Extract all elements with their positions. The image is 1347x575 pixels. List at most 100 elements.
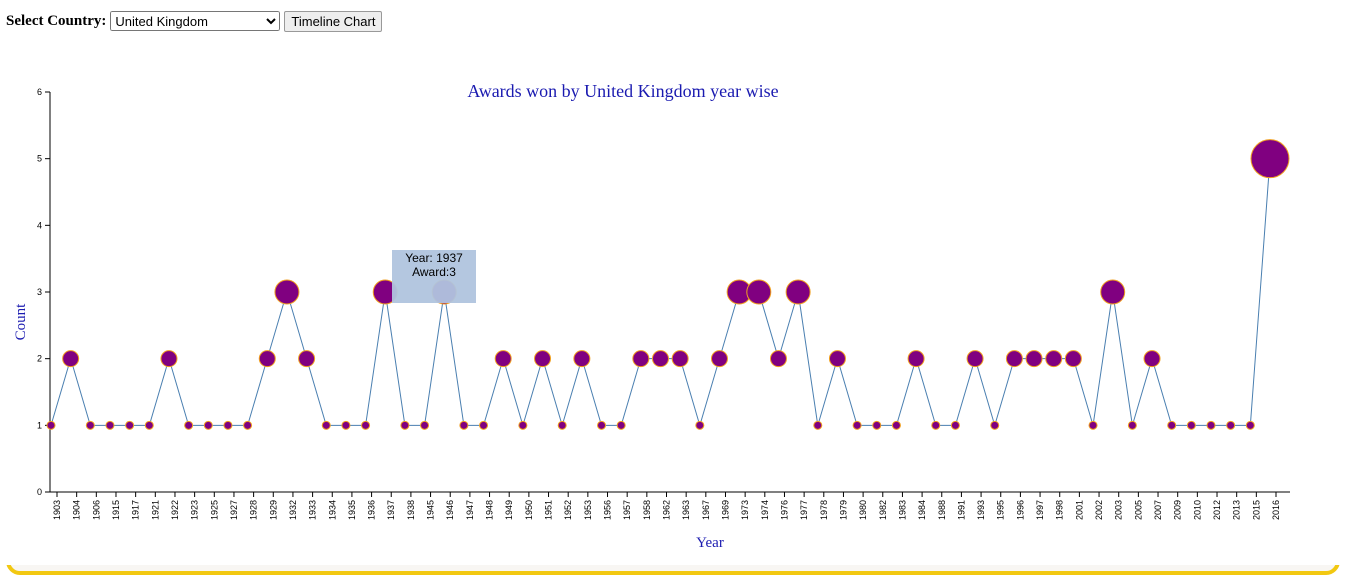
y-axis-title: Count	[13, 303, 29, 341]
point	[518, 420, 528, 430]
x-tick-label: 1969	[720, 500, 730, 520]
point	[597, 420, 607, 430]
point	[872, 420, 882, 430]
x-tick-label: 1935	[347, 500, 357, 520]
point	[891, 420, 901, 430]
x-tick-label: 1977	[799, 500, 809, 520]
country-select[interactable]: United Kingdom	[110, 11, 281, 31]
x-tick-label: 1949	[504, 500, 514, 520]
y-tick-label: 4	[37, 220, 42, 230]
x-tick-label: 1928	[249, 500, 259, 520]
x-tick-label: 2002	[1094, 500, 1104, 520]
x-tick-label: 1953	[583, 500, 593, 520]
x-tick-label: 1993	[976, 500, 986, 520]
x-tick-label: 1980	[858, 500, 868, 520]
x-tick-label: 1921	[150, 500, 160, 520]
x-tick-label: 1976	[779, 500, 789, 520]
point	[1127, 420, 1137, 430]
point	[950, 420, 960, 430]
x-tick-label: 1932	[288, 500, 298, 520]
tooltip-award: Award:3	[412, 265, 456, 279]
controls: Select Country: United Kingdom Timeline …	[6, 10, 383, 32]
x-tick-label: 2015	[1251, 500, 1261, 520]
point	[494, 350, 512, 368]
point	[990, 420, 1000, 430]
point	[746, 279, 772, 305]
point	[144, 420, 154, 430]
y-tick-label: 1	[37, 420, 42, 430]
x-tick-label: 1988	[937, 500, 947, 520]
point	[1064, 350, 1082, 368]
x-tick-label: 2005	[1133, 500, 1143, 520]
x-tick-label: 1938	[406, 500, 416, 520]
point	[85, 420, 95, 430]
country-label: Select Country:	[6, 12, 107, 29]
point	[534, 350, 552, 368]
x-tick-label: 1998	[1055, 500, 1065, 520]
point	[785, 279, 811, 305]
y-tick-label: 5	[37, 154, 42, 164]
point	[160, 350, 178, 368]
tooltip-box	[392, 250, 476, 303]
x-tick-label: 1962	[662, 500, 672, 520]
x-tick-label: 1995	[996, 500, 1006, 520]
point	[62, 350, 80, 368]
y-tick-label: 3	[37, 287, 42, 297]
x-tick-label: 1963	[681, 500, 691, 520]
x-tick-label: 1917	[131, 500, 141, 520]
x-tick-label: 1937	[386, 500, 396, 520]
point	[361, 420, 371, 430]
point	[298, 350, 316, 368]
x-tick-label: 1973	[740, 500, 750, 520]
x-tick-label: 1934	[327, 500, 337, 520]
x-tick-label: 1979	[838, 500, 848, 520]
point	[931, 420, 941, 430]
point	[966, 350, 984, 368]
x-tick-label: 1933	[308, 500, 318, 520]
x-tick-label: 1929	[268, 500, 278, 520]
point	[184, 420, 194, 430]
point	[710, 350, 728, 368]
chart-title: Awards won by United Kingdom year wise	[467, 81, 778, 101]
x-tick-label: 1948	[485, 500, 495, 520]
x-tick-label: 2009	[1173, 500, 1183, 520]
x-tick-label: 1978	[819, 500, 829, 520]
x-tick-label: 1936	[367, 500, 377, 520]
point	[125, 420, 135, 430]
point	[652, 350, 669, 368]
x-tick-label: 1952	[563, 500, 573, 520]
point	[1025, 350, 1043, 368]
point	[341, 420, 351, 430]
timeline-button[interactable]: Timeline Chart	[284, 10, 383, 32]
x-tick-label: 1927	[229, 500, 239, 520]
point	[459, 420, 469, 430]
point	[105, 420, 115, 430]
x-tick-label: 1915	[111, 500, 121, 520]
point	[1005, 350, 1023, 368]
y-tick-label: 6	[37, 87, 42, 97]
point	[1100, 279, 1126, 305]
x-tick-label: 2010	[1192, 500, 1202, 520]
x-tick-label: 1956	[603, 500, 613, 520]
x-tick-label: 2007	[1153, 500, 1163, 520]
x-tick-label: 1906	[91, 500, 101, 520]
point	[1167, 420, 1177, 430]
tooltip-year: Year: 1937	[405, 251, 463, 265]
x-tick-label: 1996	[1015, 500, 1025, 520]
point	[46, 420, 56, 430]
x-tick-label: 2016	[1271, 500, 1281, 520]
x-tick-label: 1967	[701, 500, 711, 520]
x-tick-label: 2001	[1074, 500, 1084, 520]
point	[671, 350, 689, 368]
x-tick-label: 1982	[878, 500, 888, 520]
point	[616, 420, 626, 430]
x-tick-label: 1923	[190, 500, 200, 520]
x-tick-label: 1958	[642, 500, 652, 520]
x-tick-label: 1904	[72, 500, 82, 520]
point	[1143, 350, 1161, 368]
point	[1226, 420, 1236, 430]
x-tick-label: 2012	[1212, 500, 1222, 520]
x-tick-label: 1997	[1035, 500, 1045, 520]
x-tick-label: 1984	[917, 500, 927, 520]
